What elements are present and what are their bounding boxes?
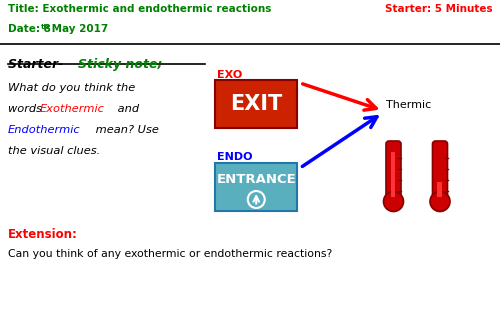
Circle shape	[430, 192, 450, 212]
FancyBboxPatch shape	[215, 80, 298, 128]
Text: May 2017: May 2017	[48, 24, 109, 34]
Text: Endothermic: Endothermic	[8, 125, 80, 135]
Text: Exothermic: Exothermic	[40, 104, 105, 114]
Text: words: words	[8, 104, 45, 114]
Text: the visual clues.: the visual clues.	[8, 146, 100, 156]
FancyBboxPatch shape	[386, 141, 401, 199]
FancyBboxPatch shape	[390, 151, 396, 197]
Text: and: and	[114, 104, 139, 114]
Text: Title: Exothermic and endothermic reactions: Title: Exothermic and endothermic reacti…	[8, 4, 271, 14]
Text: Thermic: Thermic	[386, 100, 431, 110]
Text: Starter: 5 Minutes: Starter: 5 Minutes	[385, 4, 492, 14]
Text: EXIT: EXIT	[230, 94, 282, 114]
Text: ENDO: ENDO	[218, 152, 253, 162]
Text: ENTRANCE: ENTRANCE	[216, 173, 296, 186]
Text: Can you think of any exothermic or endothermic reactions?: Can you think of any exothermic or endot…	[8, 249, 332, 259]
Text: Sticky note;: Sticky note;	[78, 58, 162, 71]
Text: EXO: EXO	[218, 69, 242, 80]
Text: Date: 8: Date: 8	[8, 24, 50, 34]
FancyBboxPatch shape	[437, 182, 442, 197]
Text: mean? Use: mean? Use	[92, 125, 160, 135]
FancyBboxPatch shape	[432, 141, 448, 199]
Text: th: th	[41, 24, 50, 30]
Text: Starter-: Starter-	[8, 58, 67, 71]
Text: What do you think the: What do you think the	[8, 83, 135, 93]
Text: Extension:: Extension:	[8, 228, 78, 241]
Circle shape	[384, 192, 404, 212]
FancyBboxPatch shape	[215, 163, 298, 211]
